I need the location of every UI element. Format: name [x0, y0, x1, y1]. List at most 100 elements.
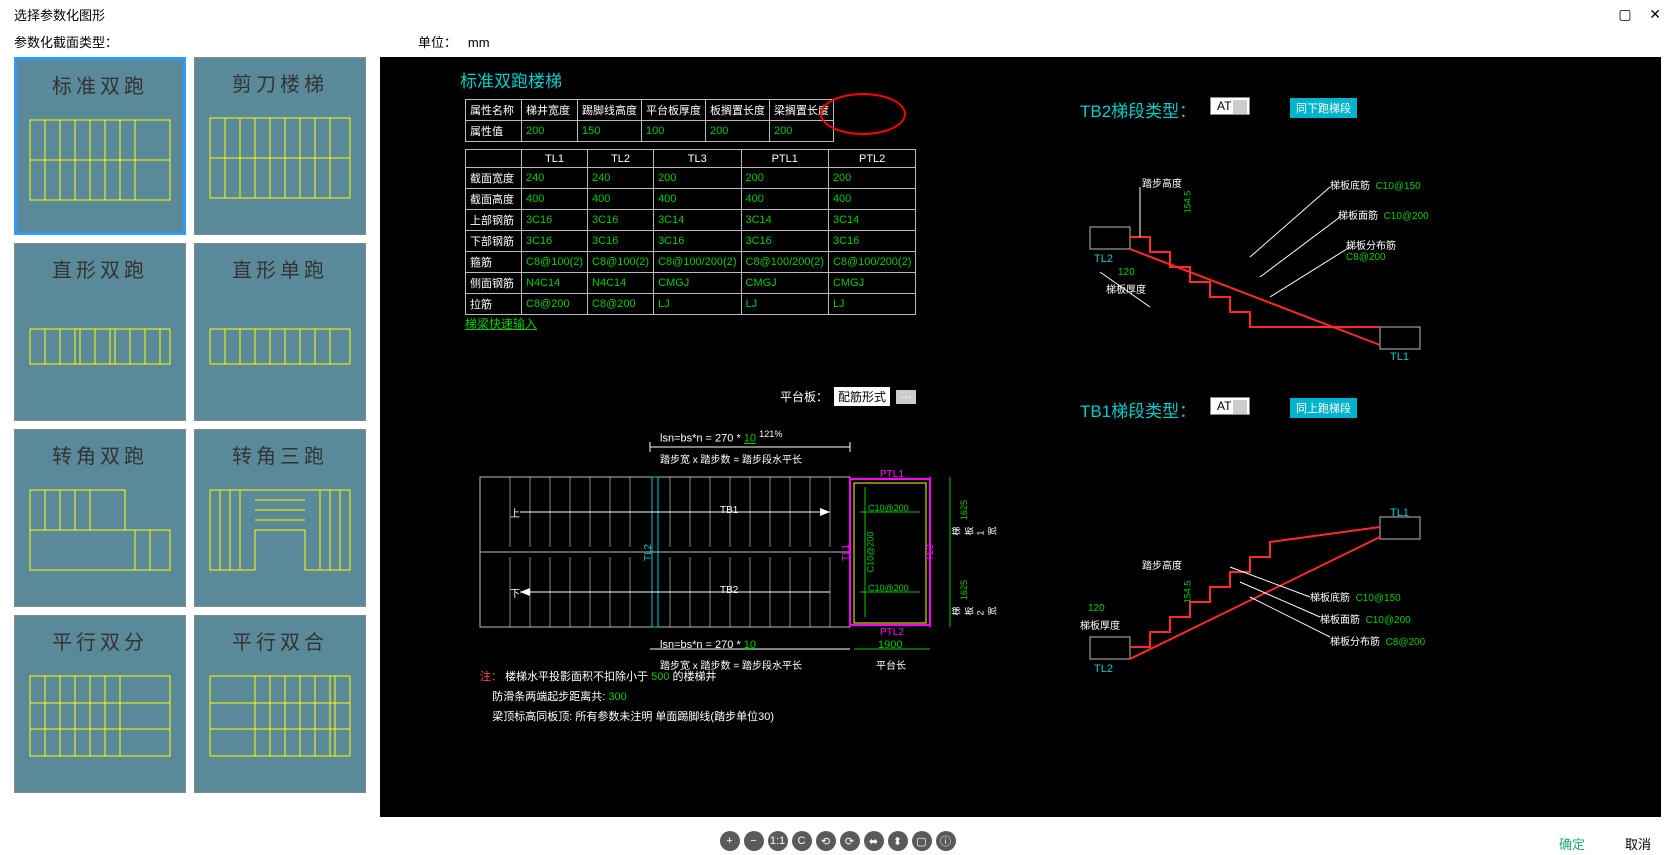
gallery-tile-6[interactable]: 平行双分	[14, 615, 186, 793]
cancel-button[interactable]: 取消	[1625, 834, 1651, 853]
tb1-section-view: 踏步高度 154.5 TL2 TL1 120 梯板厚度 梯板底筋 C10@150…	[1080, 437, 1440, 677]
plan-up: 上	[510, 505, 520, 520]
formula-bottom: lsn=bs*n = 270 *	[660, 639, 744, 651]
formula-top: lsn=bs*n = 270 *	[660, 433, 744, 445]
tb2-thick-v: 120	[1118, 267, 1135, 278]
tb2-rd-v: C8@200	[1346, 252, 1386, 263]
plan-view: lsn=bs*n = 270 * 10 121% 踏步宽 x 踏步数 = 踏步段…	[470, 417, 980, 677]
labels-row: 参数化截面类型： 单位： mm	[0, 28, 1675, 57]
tb1-label: TB1梯段类型：	[1080, 397, 1196, 422]
tile-thumb	[25, 289, 175, 399]
gallery-tile-5[interactable]: 转角三跑	[194, 429, 366, 607]
tb1-rb-v: C10@150	[1356, 593, 1401, 604]
plan-side-a: 梯板1宽	[950, 524, 999, 536]
tb1-thick: 梯板厚度	[1080, 617, 1120, 632]
platform-value[interactable]: 配筋形式	[834, 387, 890, 406]
note-2-num: 300	[608, 691, 626, 703]
plan-rebar-c: C10@200	[865, 532, 875, 573]
window-title: 选择参数化图形	[14, 5, 105, 24]
window-maximize-icon[interactable]: ▢	[1618, 6, 1631, 22]
ok-button[interactable]: 确定	[1559, 834, 1585, 853]
property-table: 属性名称梯井宽度踢脚线高度平台板厚度板搁置长度梁搁置长度属性值200150100…	[465, 99, 834, 142]
window-close-icon[interactable]: ✕	[1649, 6, 1661, 22]
platform-label: 平台板：	[780, 388, 828, 405]
note-1b: 的楼梯井	[673, 671, 717, 683]
plan-dim-1625a: 1625	[959, 500, 969, 520]
toolbar-btn-3[interactable]: C	[792, 831, 812, 851]
plan-tb1: TB1	[720, 505, 738, 516]
tb1-sync-button[interactable]: 同上跑梯段	[1290, 398, 1357, 418]
plan-down: 下	[510, 585, 520, 600]
toolbar-btn-0[interactable]: +	[720, 831, 740, 851]
tb1-rt: 梯板面筋	[1320, 615, 1360, 626]
tb2-rb: 梯板底筋	[1330, 181, 1370, 192]
toolbar-btn-9[interactable]: ⓘ	[936, 831, 956, 851]
plan-tb2: TB2	[720, 585, 738, 596]
plan-ptl1: PTL1	[880, 469, 904, 480]
tile-thumb	[205, 103, 355, 213]
plan-dim-1900: 1900	[878, 639, 902, 651]
formula-top-n[interactable]: 10	[744, 433, 756, 445]
plan-platform-len: 平台长	[876, 657, 906, 672]
toolbar-btn-6[interactable]: ⬌	[864, 831, 884, 851]
tb2-section-view: 踏步高度 154.5 TL2 TL1 120 梯板厚度 梯板底筋 C10@150…	[1080, 127, 1440, 367]
quick-input-link[interactable]: 梯梁快速输入	[465, 315, 537, 332]
tb2-rt: 梯板面筋	[1338, 211, 1378, 222]
tile-title: 平行双合	[232, 616, 328, 661]
gallery-tile-7[interactable]: 平行双合	[194, 615, 366, 793]
tile-title: 直形双跑	[52, 244, 148, 289]
gallery-tile-0[interactable]: 标准双跑	[14, 57, 186, 235]
formula-bottom-n[interactable]: 10	[744, 639, 756, 651]
tb1-rt-v: C10@200	[1366, 615, 1411, 626]
plan-rebar-a: C10@200	[868, 503, 909, 513]
toolbar-btn-1[interactable]: −	[744, 831, 764, 851]
note-1a: 楼梯水平投影面积不扣除小于	[505, 671, 651, 683]
canvas: 标准双跑楼梯 属性名称梯井宽度踢脚线高度平台板厚度板搁置长度梁搁置长度属性值20…	[380, 57, 1661, 817]
toolbar-btn-2[interactable]: 1:1	[768, 831, 788, 851]
tb2-label: TB2梯段类型：	[1080, 97, 1196, 122]
plan-tl2: TL2	[643, 544, 654, 561]
note-3a: 梁顶标高同板顶:	[492, 711, 575, 723]
unit-value: mm	[468, 35, 490, 50]
tb2-steph: 踏步高度	[1142, 175, 1182, 190]
toolbar-btn-7[interactable]: ⬍	[888, 831, 908, 851]
tile-title: 转角三跑	[232, 430, 328, 475]
tile-title: 剪刀楼梯	[232, 58, 328, 103]
tb1-tl2: TL2	[1094, 663, 1113, 675]
tile-thumb	[205, 289, 355, 399]
toolbar-btn-4[interactable]: ⟲	[816, 831, 836, 851]
tile-title: 标准双跑	[52, 60, 148, 105]
tb2-dd-value: AT	[1217, 99, 1231, 113]
note-prefix: 注：	[480, 671, 502, 683]
tb2-rt-v: C10@200	[1384, 211, 1429, 222]
gallery-tile-1[interactable]: 剪刀楼梯	[194, 57, 366, 235]
toolbar-btn-8[interactable]: ▢	[912, 831, 932, 851]
platform-rebar-dropdown[interactable]: 平台板： 配筋形式 ⋯	[780, 387, 916, 406]
tb1-rd-v: C8@200	[1386, 637, 1426, 648]
notes-block: 注： 楼梯水平投影面积不扣除小于 500 的楼梯井 防滑条两端起步距离共: 30…	[480, 667, 774, 727]
gallery: 标准双跑 剪刀楼梯直形双跑 直形单跑转角双跑 转角三跑平行双分 平行双合	[14, 57, 374, 817]
tb2-steph-v: 154.5	[1182, 191, 1192, 214]
titlebar: 选择参数化图形 ▢ ✕	[0, 0, 1675, 28]
tile-title: 转角双跑	[52, 430, 148, 475]
gallery-tile-3[interactable]: 直形单跑	[194, 243, 366, 421]
tb1-steph-v: 154.5	[1182, 581, 1192, 604]
plan-ptl2: PTL2	[880, 627, 904, 638]
plan-tl1: TL1	[841, 544, 852, 561]
gallery-tile-2[interactable]: 直形双跑	[14, 243, 186, 421]
formula-top-pct: 121%	[759, 429, 782, 439]
plan-tl3: TL3	[925, 544, 936, 561]
tb1-rd: 梯板分布筋	[1330, 637, 1380, 648]
platform-more-icon[interactable]: ⋯	[896, 390, 916, 404]
tile-thumb	[25, 105, 175, 215]
tb2-sync-button[interactable]: 同下跑梯段	[1290, 98, 1357, 118]
note-2a: 防滑条两端起步距离共:	[492, 691, 608, 703]
tb1-steph: 踏步高度	[1142, 557, 1182, 572]
toolbar-btn-5[interactable]: ⟳	[840, 831, 860, 851]
gallery-tile-4[interactable]: 转角双跑	[14, 429, 186, 607]
note-1-num: 500	[651, 671, 669, 683]
tb1-thick-v: 120	[1088, 603, 1105, 614]
tb2-dropdown[interactable]: AT	[1210, 97, 1250, 115]
beam-table: TL1TL2TL3PTL1PTL2截面宽度240240200200200截面高度…	[465, 149, 916, 315]
tb1-dropdown[interactable]: AT	[1210, 397, 1250, 415]
